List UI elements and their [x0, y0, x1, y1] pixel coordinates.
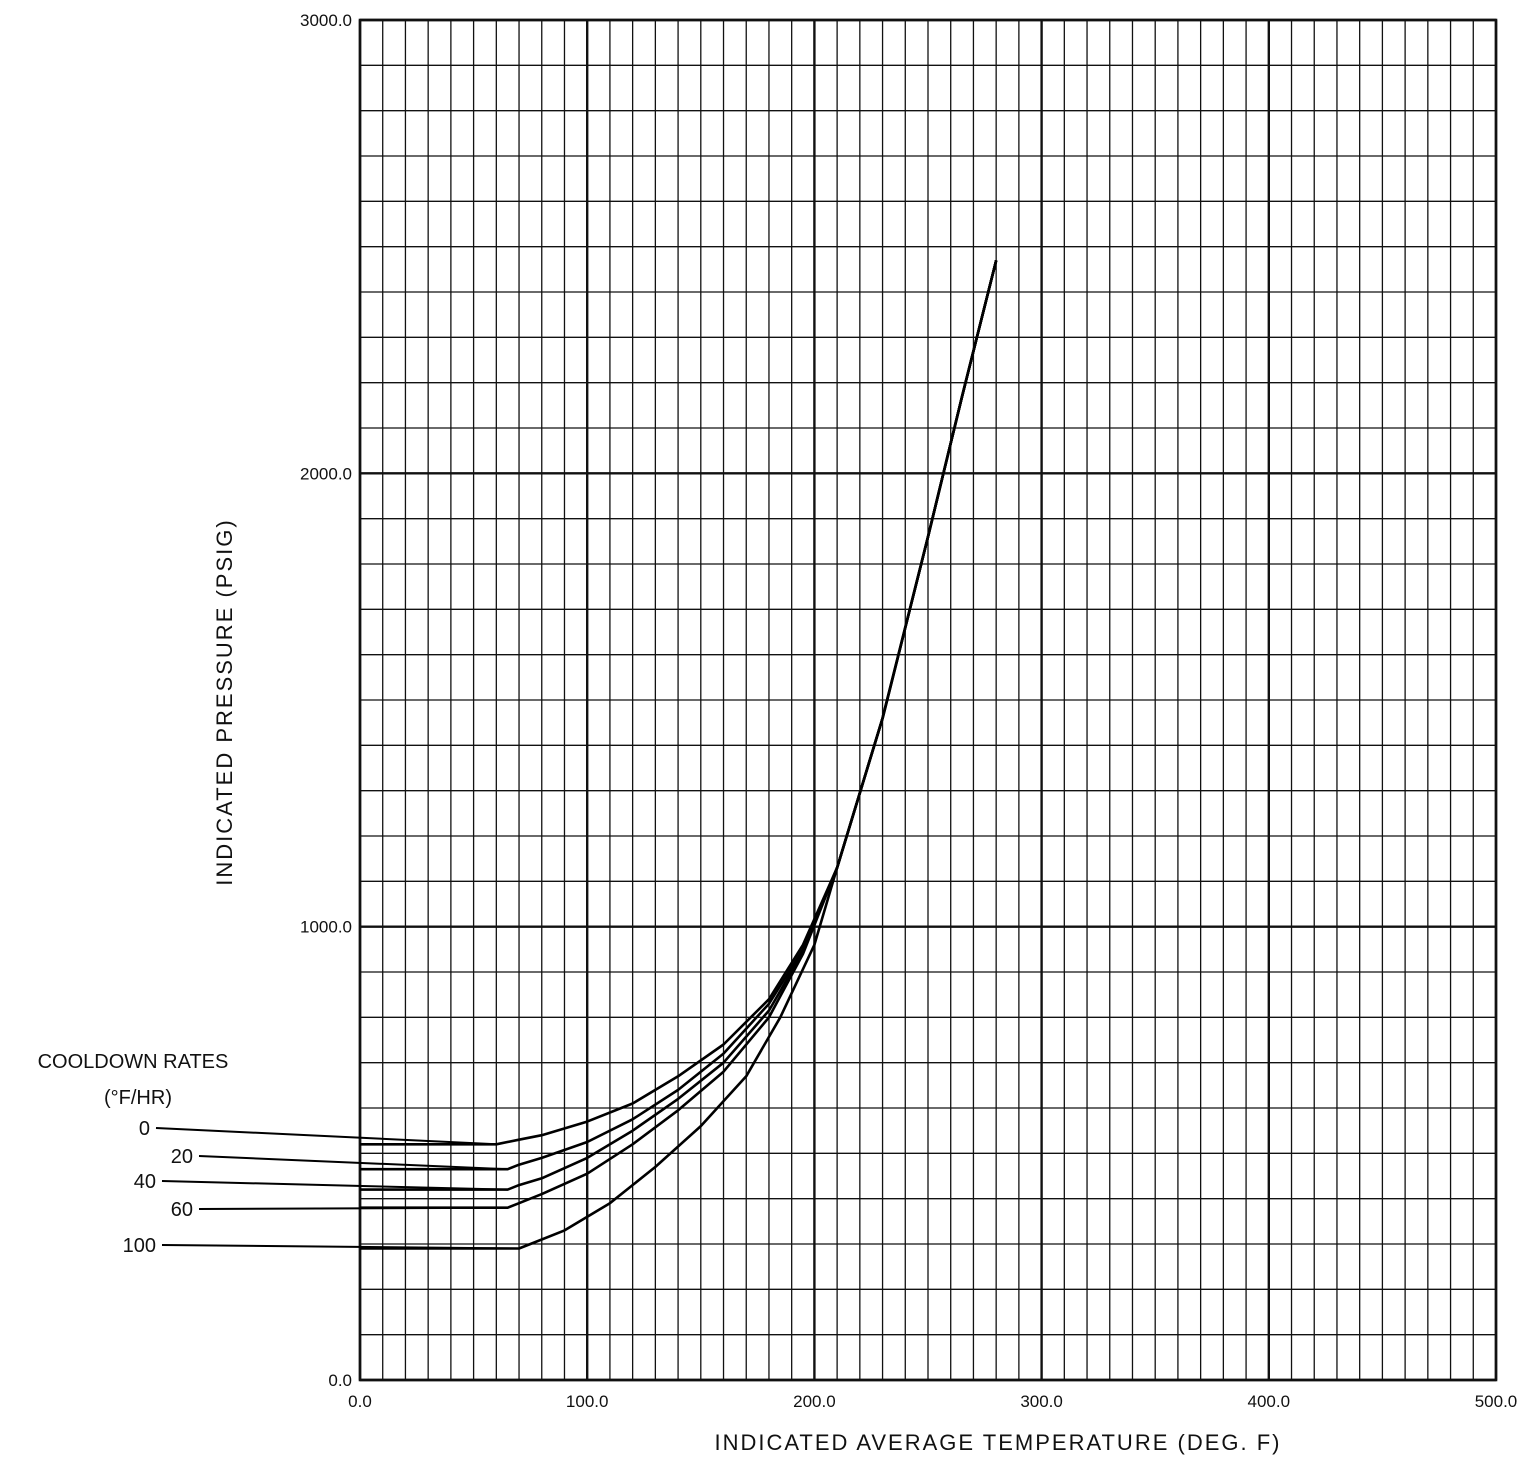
legend-leader-40	[161, 1180, 508, 1191]
legend-label-60: 60	[171, 1199, 193, 1221]
tick-labels: 0.0 100.0 200.0 300.0 400.0 500.0 0.0 1000.0 200…	[300, 11, 1517, 1411]
legend-leader-100	[161, 1244, 520, 1250]
legend-label-40: 40	[134, 1171, 156, 1193]
grid	[358, 18, 1498, 1382]
y-tick-label: 0.0	[328, 1371, 352, 1390]
legend-title: COOLDOWN RATES	[38, 1051, 229, 1073]
legend: COOLDOWN RATES (°F/HR) 0 20 40 60 100	[38, 1051, 520, 1257]
series-lines	[360, 259, 998, 1250]
series-line-100	[360, 259, 998, 1250]
x-tick-label: 500.0	[1475, 1392, 1518, 1411]
y-tick-label: 2000.0	[300, 464, 352, 483]
x-tick-label: 200.0	[793, 1392, 836, 1411]
x-tick-label: 400.0	[1248, 1392, 1291, 1411]
legend-label-0: 0	[139, 1118, 150, 1140]
y-tick-label: 3000.0	[300, 11, 352, 30]
x-tick-label: 300.0	[1020, 1392, 1063, 1411]
legend-label-20: 20	[171, 1146, 193, 1168]
y-axis-label: INDICATED PRESSURE (PSIG)	[212, 518, 237, 885]
x-axis-label: INDICATED AVERAGE TEMPERATURE (DEG. F)	[715, 1430, 1282, 1455]
x-tick-label: 0.0	[348, 1392, 372, 1411]
legend-subtitle: (°F/HR)	[104, 1087, 172, 1109]
x-tick-label: 100.0	[566, 1392, 609, 1411]
plot-frame	[358, 18, 1498, 1382]
legend-label-100: 100	[123, 1235, 156, 1257]
y-tick-label: 1000.0	[300, 918, 352, 937]
legend-leader-0	[155, 1127, 497, 1146]
legend-leader-20	[198, 1155, 508, 1171]
legend-leader-60	[198, 1206, 508, 1210]
